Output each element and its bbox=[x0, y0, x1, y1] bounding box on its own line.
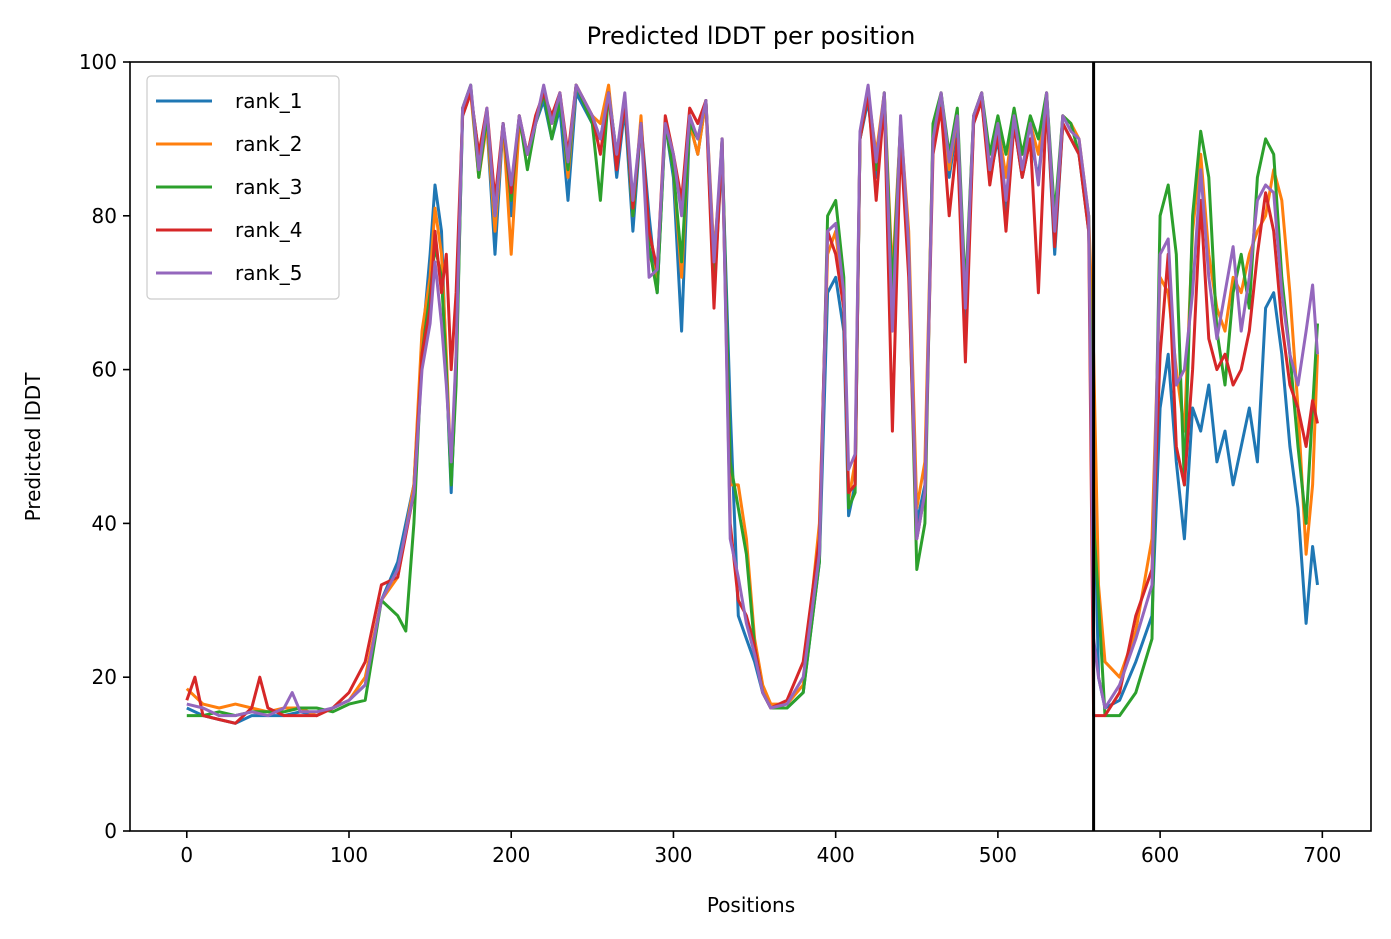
legend: rank_1 rank_2 rank_3 rank_4 rank_5 bbox=[146, 75, 340, 300]
legend-label: rank_5 bbox=[235, 261, 302, 285]
series-line-rank-5 bbox=[186, 83, 1319, 718]
chart-title: Predicted lDDT per position bbox=[587, 22, 916, 50]
series-layer bbox=[185, 83, 1319, 725]
plot-frame bbox=[129, 61, 1372, 832]
x-tick-label: 200 bbox=[492, 843, 530, 867]
x-tick-label: 400 bbox=[817, 843, 855, 867]
y-tick-label: 100 bbox=[79, 50, 117, 74]
y-axis: 0 20 40 60 80 100 bbox=[79, 50, 130, 843]
x-tick-label: 700 bbox=[1303, 843, 1341, 867]
x-tick-label: 0 bbox=[180, 843, 193, 867]
y-tick-label: 40 bbox=[92, 511, 117, 535]
y-axis-label: Predicted lDDT bbox=[21, 372, 45, 522]
legend-label: rank_4 bbox=[235, 218, 302, 242]
x-tick-label: 600 bbox=[1141, 843, 1179, 867]
x-axis-label: Positions bbox=[707, 893, 795, 917]
legend-label: rank_3 bbox=[235, 175, 302, 199]
y-tick-label: 20 bbox=[92, 665, 117, 689]
legend-label: rank_2 bbox=[235, 132, 302, 156]
y-tick-label: 0 bbox=[104, 819, 117, 843]
y-tick-label: 60 bbox=[92, 358, 117, 382]
legend-box bbox=[146, 75, 340, 300]
x-axis: 0 100 200 300 400 500 600 700 bbox=[180, 831, 1341, 867]
x-tick-label: 300 bbox=[654, 843, 692, 867]
y-tick-label: 80 bbox=[92, 204, 117, 228]
legend-label: rank_1 bbox=[235, 89, 302, 113]
x-tick-label: 500 bbox=[979, 843, 1017, 867]
x-tick-label: 100 bbox=[330, 843, 368, 867]
